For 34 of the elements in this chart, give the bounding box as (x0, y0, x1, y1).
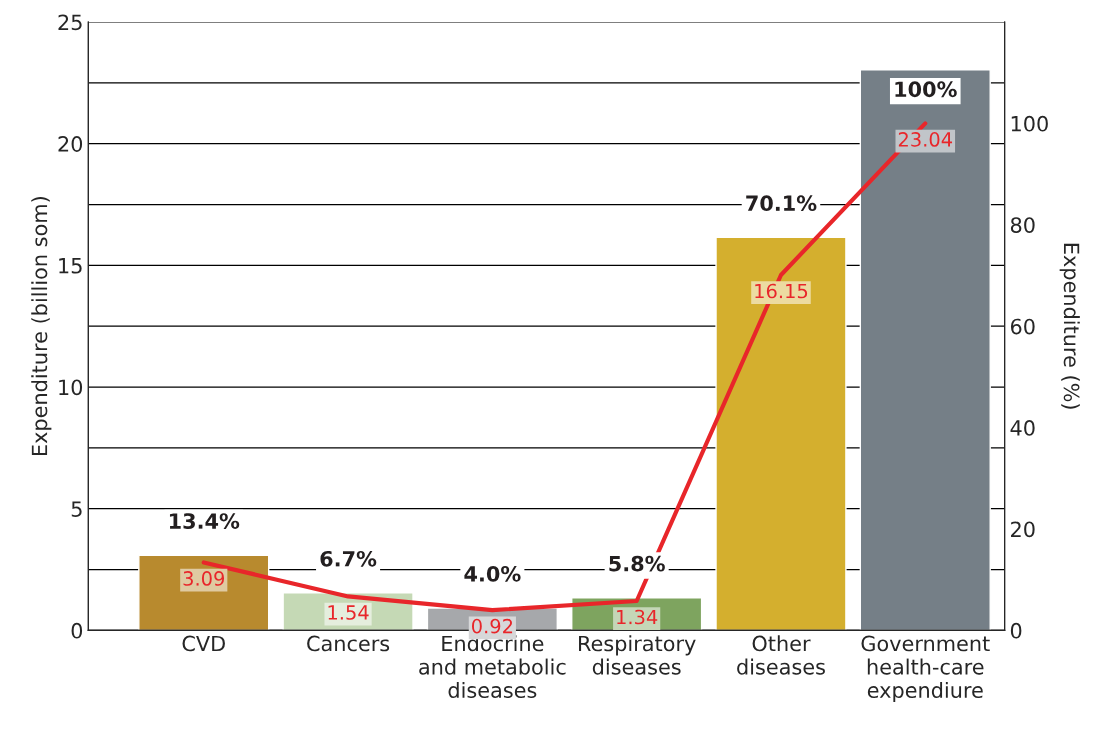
x-tick-label: CVD (182, 635, 225, 652)
bar (715, 236, 847, 631)
y2-tick-label: 100 (1011, 115, 1048, 132)
x-tick-label: Respiratory diseases (579, 635, 696, 675)
x-tick-label: Cancers (307, 635, 390, 652)
x-tick-label: Government health-care expendiure (861, 635, 990, 703)
y-tick-label: 25 (58, 14, 82, 31)
data-label: 4.0% (464, 565, 521, 582)
data-label: 1.54 (328, 605, 369, 620)
data-label: 100% (895, 81, 957, 98)
y-axis-title: Expenditure (billion som) (31, 197, 52, 456)
bar (859, 68, 991, 631)
y2-tick-label: 0 (1010, 622, 1022, 639)
y2-tick-label: 60 (1010, 318, 1035, 335)
y-tick-label: 0 (71, 622, 83, 639)
y-tick-label: 15 (59, 258, 82, 274)
y-tick-label: 5 (71, 501, 82, 517)
data-label: 3.09 (183, 571, 225, 586)
data-label: 6.7% (320, 550, 377, 567)
data-label: 70.1% (746, 195, 817, 212)
x-tick-label: Other diseases (737, 635, 825, 675)
data-label: 0.92 (472, 618, 513, 634)
y-tick-label: 20 (58, 136, 83, 152)
data-label: 16.15 (755, 283, 808, 299)
y2-tick-label: 40 (1010, 420, 1035, 436)
data-label: 23.04 (898, 132, 953, 147)
y2-tick-label: 80 (1010, 217, 1035, 233)
x-tick-label: Endocrine and metabolic diseases (419, 635, 566, 699)
data-label: 1.34 (617, 609, 658, 625)
y2-axis-title: Expenditure (%) (1059, 243, 1080, 409)
data-label: 5.8% (609, 555, 665, 572)
y2-tick-label: 20 (1011, 521, 1035, 538)
data-label: 13.4% (169, 513, 240, 529)
y-tick-label: 10 (59, 379, 83, 396)
